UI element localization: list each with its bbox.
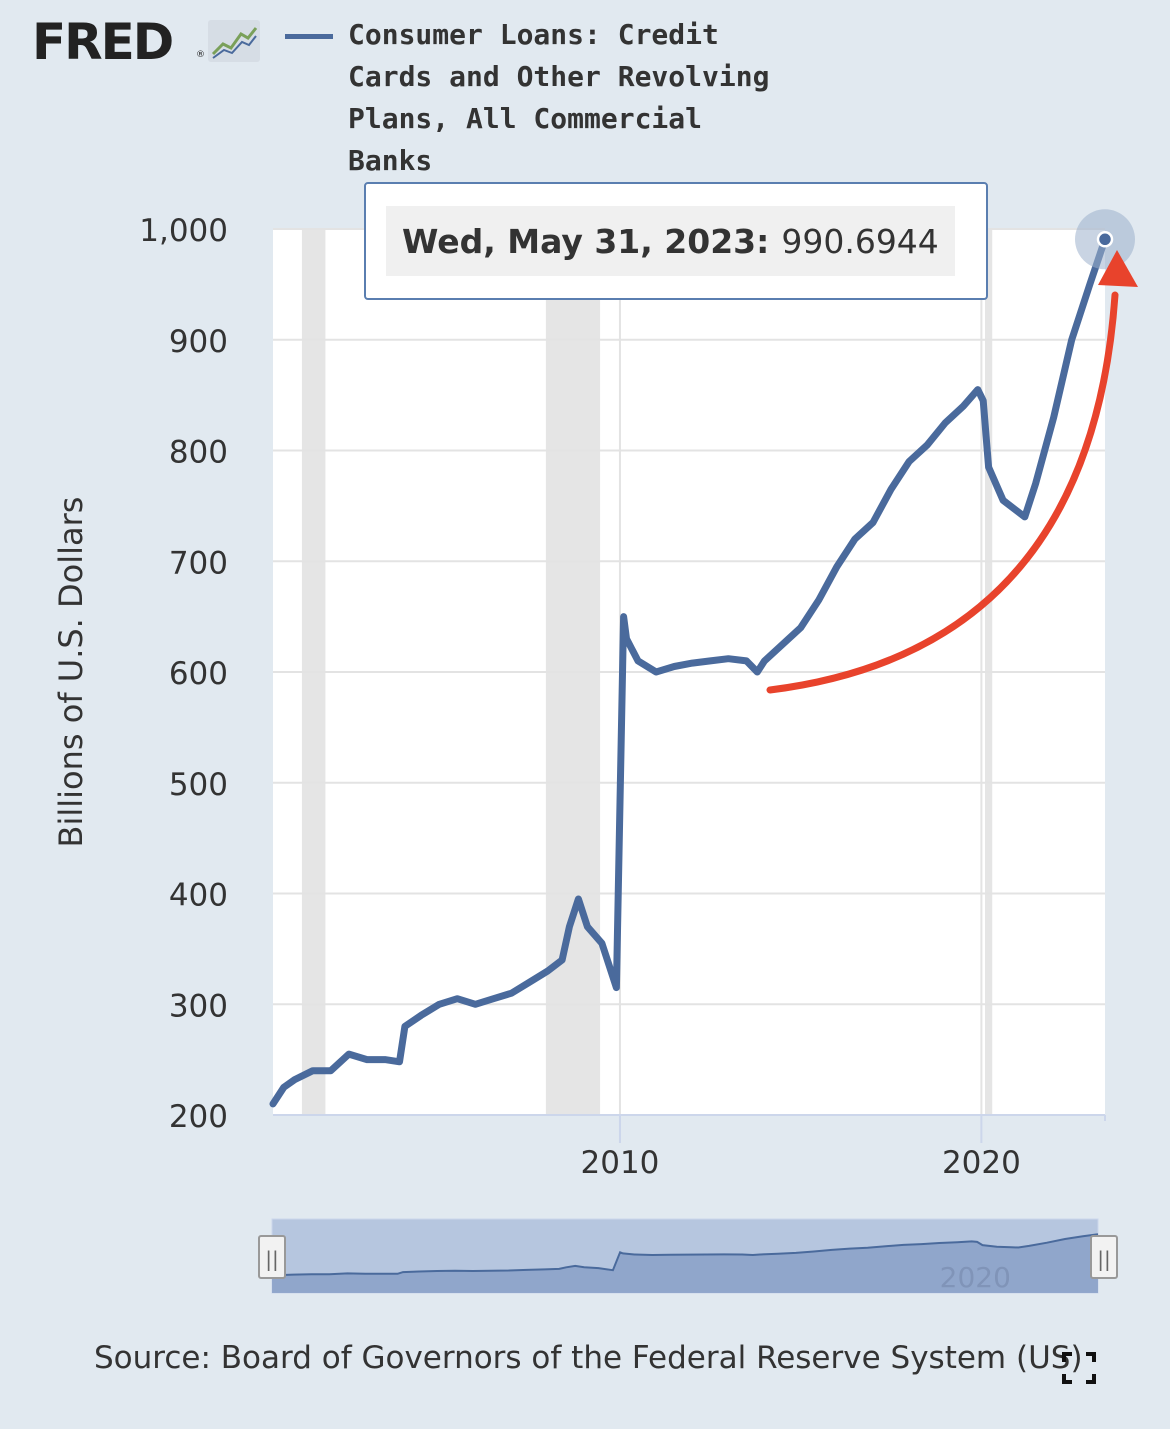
tooltip-content: Wed, May 31, 2023: 990.6944 <box>386 206 955 276</box>
line-chart-icon <box>208 20 260 62</box>
y-tick-label: 800 <box>169 435 228 471</box>
y-tick-label: 400 <box>169 878 228 914</box>
tooltip-value: 990.6944 <box>781 221 939 261</box>
fullscreen-icon[interactable] <box>1060 1350 1098 1386</box>
navigator-handle-grip: || <box>265 1247 278 1271</box>
y-tick-label: 200 <box>169 1099 228 1135</box>
y-tick-label: 600 <box>169 656 228 692</box>
navigator-year-label: 2020 <box>940 1261 1011 1294</box>
navigator-handle-grip: || <box>1097 1247 1110 1271</box>
y-tick-label: 700 <box>169 545 228 581</box>
tooltip: Wed, May 31, 2023: 990.6944 <box>364 182 988 300</box>
y-axis-title: Billions of U.S. Dollars <box>52 497 90 848</box>
annotation-arrowhead <box>1098 250 1138 287</box>
legend-series-name[interactable]: Consumer Loans: Credit Cards and Other R… <box>348 18 770 177</box>
navigator-area <box>272 1234 1098 1293</box>
registered-mark: ® <box>196 50 205 60</box>
navigator-line <box>271 1233 1099 1277</box>
fred-logo: FRED <box>32 13 174 71</box>
y-tick-label: 900 <box>169 324 228 360</box>
tooltip-date: Wed, May 31, 2023: <box>402 221 770 261</box>
source-text: Source: Board of Governors of the Federa… <box>94 1340 1083 1376</box>
hover-point[interactable] <box>1096 231 1114 248</box>
y-tick-label: 500 <box>169 767 228 803</box>
x-tick-label: 2010 <box>581 1145 660 1181</box>
navigator-handle-right[interactable] <box>1090 1235 1118 1279</box>
y-tick-label: 300 <box>169 988 228 1024</box>
x-tick-label: 2020 <box>942 1145 1021 1181</box>
annotation-arrow <box>766 291 1119 694</box>
legend-line-swatch <box>285 34 333 39</box>
y-tick-label: 1,000 <box>139 213 228 249</box>
navigator-handle-left[interactable] <box>258 1235 286 1279</box>
series-line[interactable] <box>269 235 1109 1108</box>
